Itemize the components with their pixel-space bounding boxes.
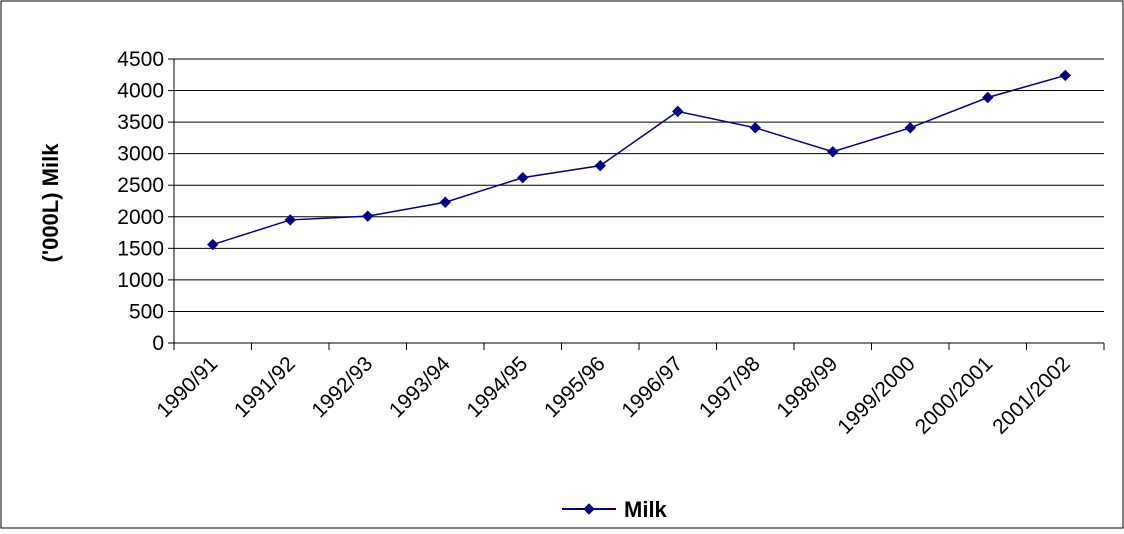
data-markers xyxy=(207,69,1071,251)
data-point-0-8 xyxy=(827,146,839,158)
y-tick-label-500: 500 xyxy=(129,300,164,323)
y-tick-label-0: 0 xyxy=(152,332,164,355)
legend-diamond-icon xyxy=(583,503,595,515)
data-point-0-2 xyxy=(362,210,374,222)
y-tick-labels: 0 500 1000 1500 2000 2500 3000 3500 4000 4500 xyxy=(117,48,164,355)
series-line-0 xyxy=(212,74,1066,246)
data-point-0-5 xyxy=(594,159,606,172)
y-axis-label: ('000L) Milk xyxy=(38,143,63,263)
gridlines xyxy=(174,58,1104,312)
data-point-0-4 xyxy=(517,171,529,184)
y-tick-label-4500: 4500 xyxy=(117,48,164,71)
y-tick-label-1500: 1500 xyxy=(117,237,164,260)
y-tick-label-2500: 2500 xyxy=(117,174,164,197)
data-point-0-1 xyxy=(284,214,296,226)
y-tick-label-1000: 1000 xyxy=(117,269,164,292)
data-point-0-6 xyxy=(672,105,684,118)
axes xyxy=(168,58,1105,350)
y-tick-label-3000: 3000 xyxy=(117,143,164,166)
data-point-0-11 xyxy=(1059,69,1071,82)
y-tick-label-2000: 2000 xyxy=(117,206,164,229)
data-point-0-10 xyxy=(982,91,994,104)
data-point-0-0 xyxy=(207,238,219,251)
y-tick-label-3500: 3500 xyxy=(117,111,164,134)
data-point-0-9 xyxy=(904,122,916,134)
series-lines xyxy=(212,74,1066,246)
legend-label-milk: Milk xyxy=(624,497,668,522)
data-point-0-3 xyxy=(439,196,451,208)
data-point-0-7 xyxy=(749,122,761,134)
y-tick-label-4000: 4000 xyxy=(117,80,164,103)
legend: Milk xyxy=(562,497,668,522)
